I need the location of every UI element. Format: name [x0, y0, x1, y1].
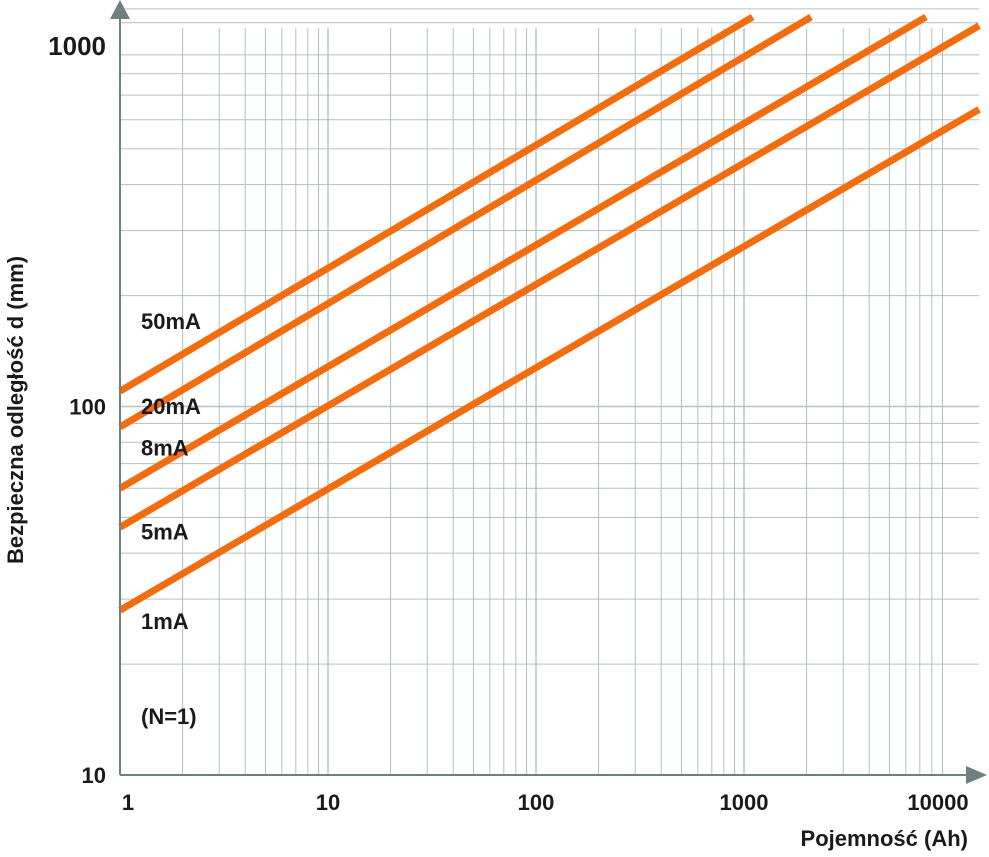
x-tick-label: 1 [122, 790, 134, 815]
tick-labels: 1 10 100 1000 10000 10 100 1000 [48, 31, 968, 815]
series-lines [118, 13, 981, 614]
series-label-8mA: 8mA [141, 435, 189, 460]
x-axis-title: Pojemność (Ah) [801, 826, 968, 851]
axes [110, 0, 987, 784]
y-axis-title: Bezpieczna odległość d (mm) [3, 256, 28, 564]
x-tick-label: 100 [518, 790, 555, 815]
x-tick-label: 10 [316, 790, 340, 815]
y-axis-arrow-icon [110, 0, 130, 19]
series-label-50mA: 50mA [141, 309, 201, 334]
series-line-5mA [118, 22, 981, 531]
series-labels: 50mA 20mA 8mA 5mA 1mA [141, 309, 201, 634]
x-tick-label: 10000 [907, 790, 968, 815]
series-line-50mA [118, 13, 755, 395]
x-tick-label: 1000 [720, 790, 769, 815]
y-tick-label: 1000 [48, 31, 106, 61]
note-label: (N=1) [141, 704, 197, 729]
series-line-1mA [118, 106, 981, 614]
series-label-20mA: 20mA [141, 394, 201, 419]
y-tick-label: 100 [69, 395, 106, 420]
series-label-5mA: 5mA [141, 519, 189, 544]
series-line-8mA [118, 13, 928, 492]
y-tick-label: 10 [82, 763, 106, 788]
series-label-1mA: 1mA [141, 609, 189, 634]
series-line-20mA [118, 13, 813, 431]
x-axis-arrow-icon [966, 766, 987, 784]
grid [120, 8, 980, 775]
